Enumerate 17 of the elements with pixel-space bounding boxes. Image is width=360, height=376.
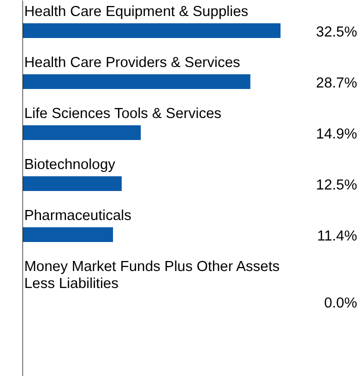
bar (22, 125, 141, 140)
y-tick-label: Money Market Funds Plus Other Assets Less Liabilities (24, 259, 280, 292)
data-label: 11.4% (317, 228, 358, 244)
y-tick-label: Health Care Equipment & Supplies (24, 4, 248, 20)
bar (22, 176, 122, 191)
bar (22, 227, 114, 242)
y-tick-label: Biotechnology (24, 157, 116, 174)
data-label: 14.9% (316, 126, 358, 142)
y-tick-label: Pharmaceuticals (24, 208, 132, 224)
bar (22, 74, 250, 89)
data-label: 32.5% (316, 24, 358, 40)
data-label: 12.5% (316, 177, 358, 194)
y-tick-label: Health Care Providers & Services (24, 55, 240, 72)
data-label: 28.7% (316, 75, 358, 92)
bar (22, 23, 281, 38)
data-label: 0.0% (324, 295, 358, 312)
y-tick-label: Life Sciences Tools & Services (24, 106, 222, 122)
